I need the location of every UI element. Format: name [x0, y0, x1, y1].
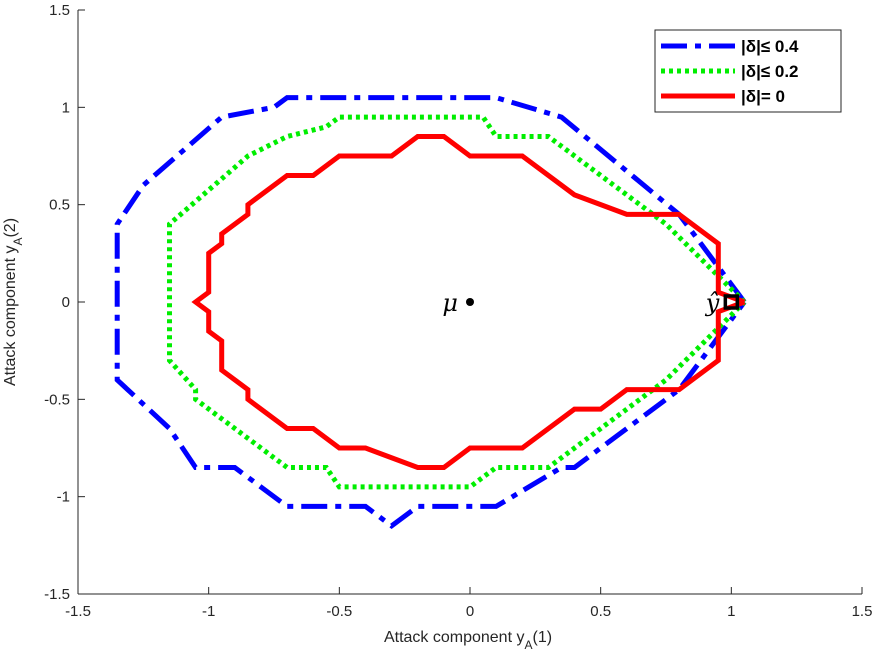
legend-label-3: |δ|= 0: [741, 87, 785, 106]
y-tick-label: 1.5: [49, 2, 70, 19]
y-tick-label: -0.5: [44, 391, 70, 408]
series-line-3: [191, 134, 746, 470]
y-tick-label: 0.5: [49, 197, 70, 214]
y-tick-label: 1: [62, 99, 70, 116]
y-tick-label: -1.5: [44, 586, 70, 603]
x-tick-label: 1.5: [852, 603, 873, 620]
legend: |δ|≤ 0.4 |δ|≤ 0.2 |δ|= 0: [654, 29, 842, 113]
legend-label-2: |δ|≤ 0.2: [741, 62, 799, 81]
mu-point: [466, 298, 474, 306]
axes: -1.5 -1 -0.5 0 0.5 1 1.5 -1.5 -1 -0.5 0 0.5 1 1.5: [44, 2, 872, 620]
legend-label-1: |δ|≤ 0.4: [741, 37, 799, 56]
x-tick-label: -0.5: [326, 603, 352, 620]
y-tick-label: 0: [62, 294, 70, 311]
y-axis-label: Attack component yA(2): [2, 218, 25, 386]
series-line-1: [114, 95, 747, 530]
x-tick-label: 0: [466, 603, 474, 620]
yhat-label: ŷ: [705, 289, 720, 317]
y-tick-label: -1: [57, 489, 70, 506]
x-tick-label: -1: [202, 603, 215, 620]
x-tick-label: 0.5: [590, 603, 611, 620]
series-group: [114, 95, 747, 530]
x-tick-label: -1.5: [65, 603, 91, 620]
x-tick-label: 1: [727, 603, 735, 620]
mu-label: μ: [442, 289, 458, 317]
series-line-2: [167, 114, 747, 490]
x-axis-label: Attack component yA(1): [384, 629, 552, 652]
yhat-marker: [723, 294, 740, 310]
